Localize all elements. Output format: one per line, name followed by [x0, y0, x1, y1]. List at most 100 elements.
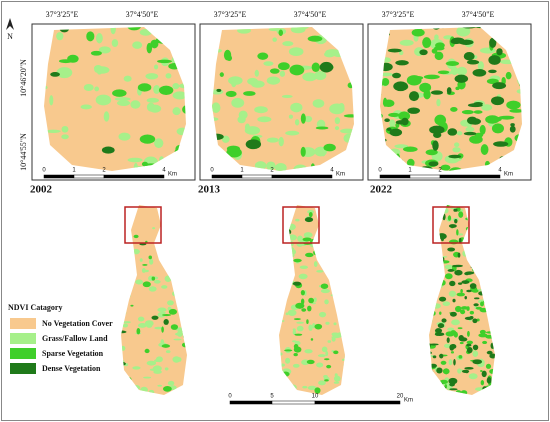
vegetation-patch [436, 98, 441, 107]
vegetation-patch [324, 379, 329, 382]
north-arrow: N [6, 18, 14, 41]
vegetation-patch [61, 134, 69, 140]
longitude-label: 37°3'25"E [214, 10, 247, 19]
vegetation-patch [331, 336, 340, 339]
vegetation-patch [148, 104, 162, 113]
vegetation-patch [333, 375, 341, 382]
vegetation-patch [279, 310, 283, 314]
vegetation-patch [292, 363, 300, 368]
vegetation-patch [288, 240, 294, 247]
vegetation-patch [451, 264, 461, 268]
vegetation-patch [439, 311, 442, 315]
vegetation-patch [146, 97, 159, 103]
vegetation-patch [455, 390, 462, 395]
vegetation-patch [257, 116, 272, 123]
vegetation-patch [452, 298, 456, 303]
vegetation-patch [491, 96, 505, 106]
vegetation-patch [281, 371, 290, 377]
vegetation-patch [463, 52, 475, 61]
vegetation-patch [323, 143, 336, 152]
vegetation-patch [286, 223, 296, 231]
legend-label: Dense Vegetation [42, 364, 101, 373]
vegetation-patch [280, 320, 285, 322]
vegetation-patch [127, 157, 143, 163]
scale-segment [73, 174, 105, 179]
vegetation-patch [314, 387, 321, 394]
vegetation-patch [243, 91, 256, 96]
vegetation-patch [151, 276, 156, 281]
vegetation-patch [478, 217, 486, 222]
vegetation-patch [492, 209, 495, 215]
vegetation-patch [164, 275, 172, 282]
vegetation-patch [175, 233, 184, 239]
vegetation-patch [111, 39, 119, 47]
year-label: 2002 [30, 184, 53, 196]
vegetation-patch [225, 90, 237, 98]
vegetation-patch [121, 286, 126, 292]
vegetation-patch [283, 244, 292, 251]
vegetation-patch [302, 385, 308, 389]
scale-label: 1 [408, 168, 412, 174]
vegetation-patch [121, 261, 129, 266]
vegetation-patch [435, 42, 445, 49]
vegetation-patch [429, 266, 430, 271]
vegetation-patch [433, 208, 439, 215]
vegetation-patch [488, 55, 501, 65]
vegetation-patch [341, 272, 345, 277]
vegetation-patch [381, 78, 390, 86]
vegetation-patch [434, 332, 445, 337]
vegetation-patch [392, 72, 401, 79]
scale-label: 2 [438, 168, 442, 174]
vegetation-patch [280, 211, 289, 213]
vegetation-patch [304, 217, 314, 223]
vegetation-patch [474, 297, 480, 300]
vegetation-patch [485, 281, 492, 285]
scale-segment [211, 174, 243, 179]
vegetation-patch [330, 247, 338, 254]
scale-label: 4 [498, 168, 502, 174]
vegetation-patch [330, 293, 340, 297]
vegetation-patch [431, 389, 438, 393]
vegetation-patch [307, 385, 317, 390]
vegetation-patch [118, 244, 121, 248]
vegetation-patch [449, 388, 458, 391]
map-panel: 37°3'25"E 37°4'50"E 0 1 2 4Km [199, 10, 364, 181]
vegetation-patch [447, 269, 455, 272]
vegetation-patch [480, 370, 483, 373]
vegetation-patch [152, 227, 156, 230]
inset-box [124, 206, 162, 244]
vegetation-patch [343, 114, 354, 118]
vegetation-patch [331, 227, 338, 233]
vegetation-patch [296, 321, 304, 324]
vegetation-patch [462, 250, 469, 257]
vegetation-patch [124, 376, 132, 382]
vegetation-patch [478, 333, 488, 338]
vegetation-patch [429, 289, 437, 295]
vegetation-patch [429, 332, 430, 337]
vegetation-patch [448, 154, 462, 159]
vegetation-patch [304, 349, 313, 354]
vegetation-patch [456, 292, 465, 297]
vegetation-patch [487, 234, 495, 239]
scale-unit: Km [404, 398, 413, 404]
vegetation-patch [516, 88, 522, 94]
vegetation-patch [493, 141, 509, 147]
vegetation-patch [172, 290, 181, 297]
vegetation-patch [406, 158, 415, 167]
vegetation-patch [489, 270, 493, 274]
vegetation-patch [289, 64, 305, 76]
vegetation-patch [472, 69, 487, 77]
vegetation-patch [490, 223, 495, 227]
scale-label: 2 [270, 168, 274, 174]
vegetation-patch [485, 211, 493, 216]
vegetation-patch [181, 259, 187, 262]
vegetation-patch [459, 341, 464, 345]
vegetation-patch [419, 49, 428, 56]
vegetation-patch [447, 247, 456, 252]
vegetation-patch [393, 81, 409, 92]
scale-label: 1 [72, 168, 76, 174]
vegetation-patch [447, 215, 452, 221]
vegetation-patch [492, 382, 495, 385]
vegetation-patch [121, 309, 127, 316]
vegetation-patch [319, 61, 334, 73]
